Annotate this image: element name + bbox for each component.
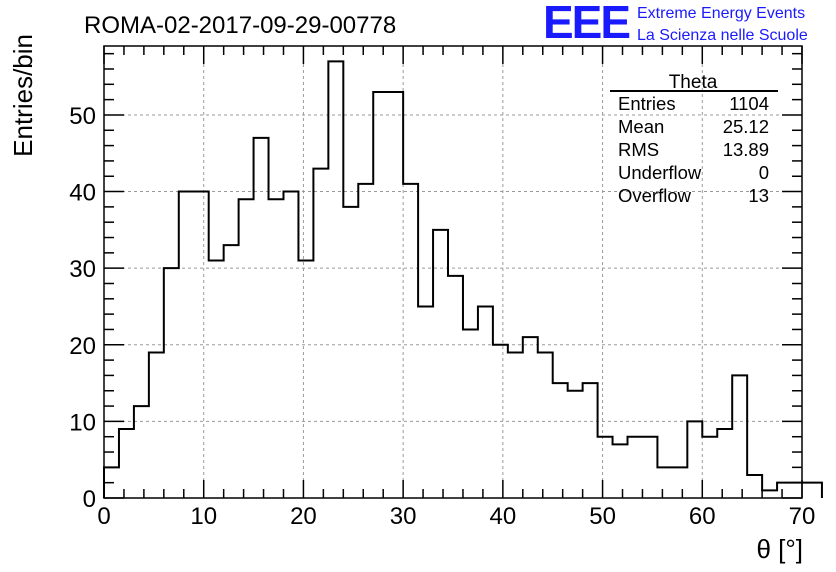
eee-logo-mark: EEE bbox=[543, 0, 629, 48]
x-tick-label: 70 bbox=[789, 503, 816, 530]
stats-title: Theta bbox=[669, 72, 718, 93]
y-tick-labels: 0 10 20 30 40 50 bbox=[69, 103, 96, 513]
axis-ticks bbox=[103, 46, 803, 499]
stats-label: Entries bbox=[618, 93, 676, 114]
y-axis-label: Entries/bin bbox=[8, 34, 38, 157]
stats-label: Underflow bbox=[618, 162, 702, 183]
stats-value: 1104 bbox=[729, 93, 769, 114]
x-tick-label: 30 bbox=[390, 503, 417, 530]
stats-value: 13.89 bbox=[723, 139, 769, 160]
stats-value: 13 bbox=[748, 185, 769, 206]
grid-lines bbox=[104, 46, 802, 498]
x-axis-label: θ [°] bbox=[756, 534, 803, 564]
stats-rows: Entries 1104 Mean 25.12 RMS 13.89 Underflow 0 Ov… bbox=[618, 93, 769, 206]
stats-value: 25.12 bbox=[723, 116, 769, 137]
stats-label: RMS bbox=[618, 139, 659, 160]
y-tick-label: 30 bbox=[69, 256, 96, 283]
stats-value: 0 bbox=[759, 162, 769, 183]
y-tick-label: 0 bbox=[83, 486, 96, 513]
x-tick-label: 10 bbox=[190, 503, 217, 530]
logo-subtitle-line2: La Scienza nelle Scuole bbox=[637, 27, 808, 44]
run-title: ROMA-02-2017-09-29-00778 bbox=[84, 12, 396, 39]
x-tick-labels: 0 10 20 30 40 50 60 70 bbox=[97, 503, 815, 530]
y-tick-label: 10 bbox=[69, 409, 96, 436]
stats-label: Overflow bbox=[618, 185, 692, 206]
y-tick-label: 50 bbox=[69, 103, 96, 130]
stats-label: Mean bbox=[618, 116, 664, 137]
histogram-series bbox=[103, 60, 823, 498]
y-tick-label: 40 bbox=[69, 180, 96, 207]
y-tick-label: 20 bbox=[69, 333, 96, 360]
x-tick-label: 0 bbox=[97, 503, 110, 530]
x-tick-label: 40 bbox=[490, 503, 517, 530]
plot-frame bbox=[103, 45, 803, 499]
x-tick-label: 20 bbox=[290, 503, 317, 530]
x-tick-label: 60 bbox=[689, 503, 716, 530]
eee-logo: EEE Extreme Energy Events La Scienza nel… bbox=[543, 0, 808, 48]
logo-subtitle-line1: Extreme Energy Events bbox=[637, 5, 805, 22]
stats-box: Theta Entries 1104 Mean 25.12 RMS 13.89 Underf… bbox=[610, 72, 778, 206]
x-tick-label: 50 bbox=[589, 503, 616, 530]
